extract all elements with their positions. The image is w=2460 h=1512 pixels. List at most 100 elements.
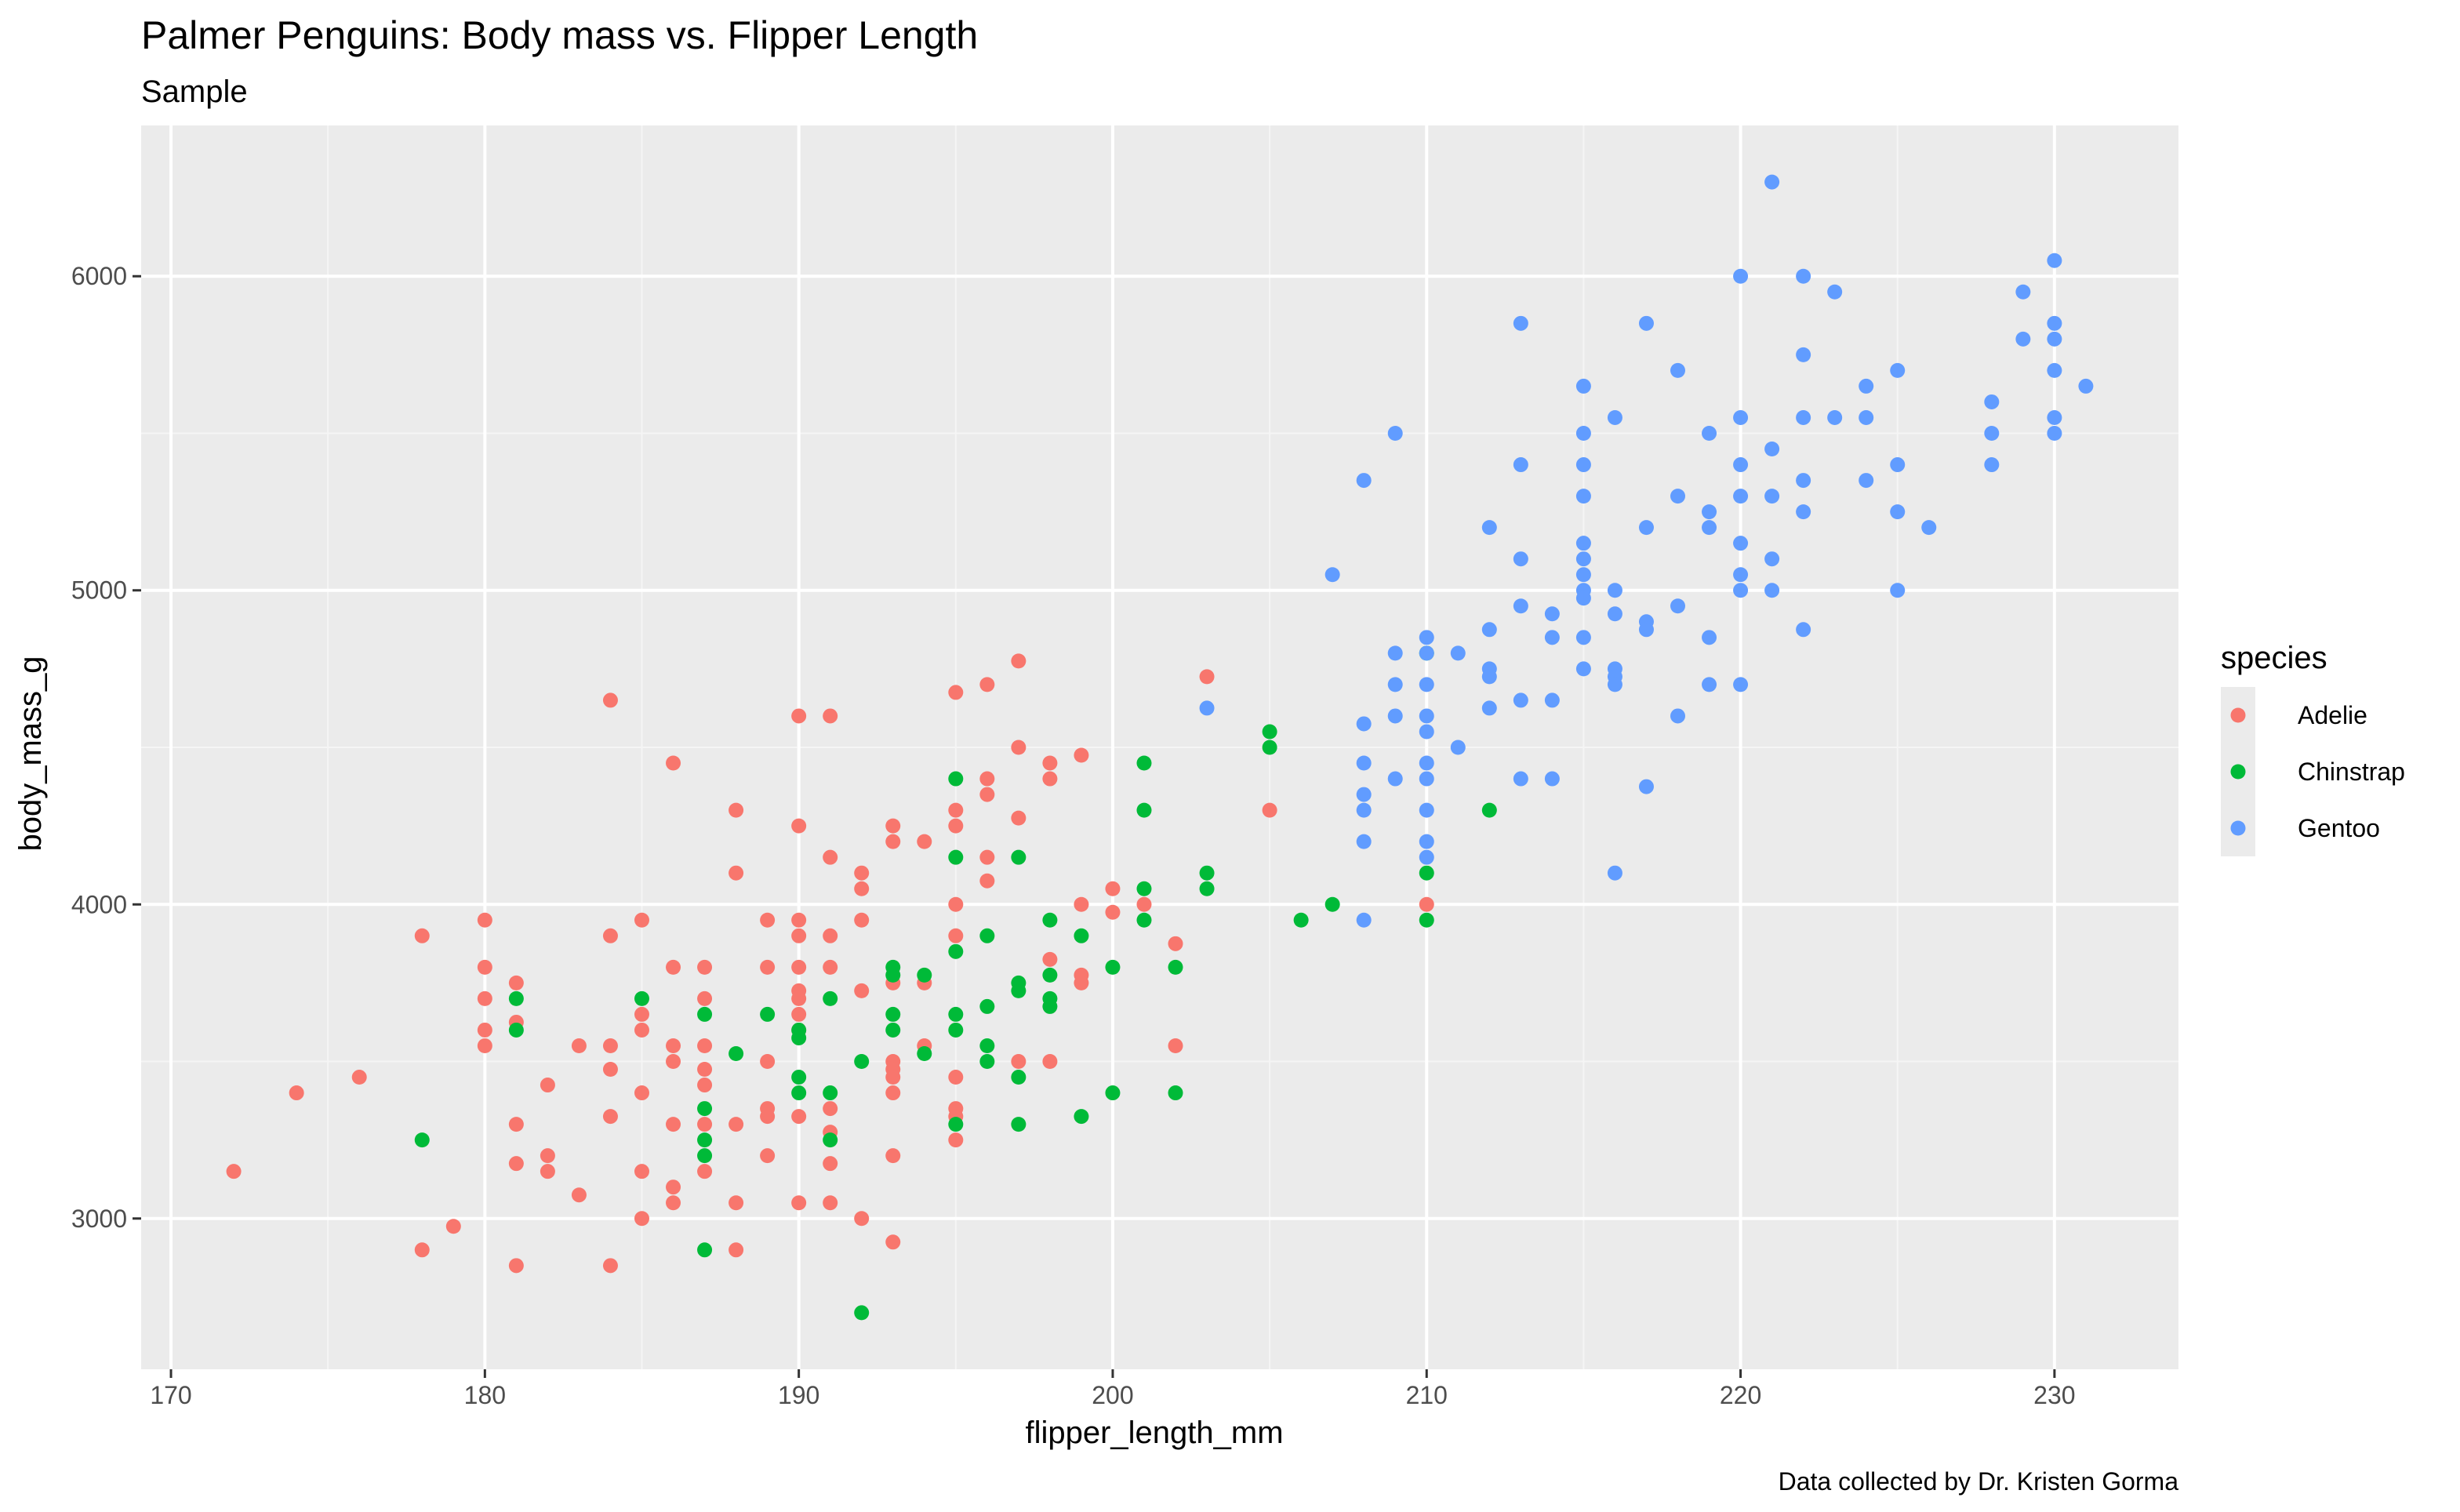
data-point-chinstrap (1136, 912, 1152, 928)
data-point-adelie (979, 849, 995, 865)
data-points (226, 174, 2094, 1321)
data-point-adelie (666, 1179, 681, 1195)
legend-label-gentoo: Gentoo (2298, 814, 2380, 842)
data-point-gentoo (1199, 700, 1215, 716)
data-point-gentoo (1733, 489, 1749, 504)
data-point-gentoo (1419, 755, 1434, 771)
data-point-adelie (697, 1117, 713, 1132)
data-point-gentoo (1670, 489, 1686, 504)
data-point-gentoo (1450, 740, 1466, 755)
data-point-adelie (602, 1258, 618, 1274)
data-point-adelie (634, 1022, 649, 1038)
data-point-adelie (823, 708, 838, 724)
legend-label-adelie: Adelie (2298, 701, 2367, 729)
data-point-gentoo (1419, 724, 1434, 740)
data-point-adelie (1011, 810, 1027, 826)
data-point-gentoo (1575, 567, 1591, 583)
data-point-gentoo (1702, 425, 1717, 441)
y-tick-label: 5000 (71, 576, 127, 605)
y-axis-ticks: 3000 4000 5000 6000 (71, 262, 141, 1233)
data-point-chinstrap (979, 1054, 995, 1070)
data-point-chinstrap (1419, 912, 1434, 928)
data-point-adelie (226, 1164, 242, 1179)
data-point-adelie (729, 865, 744, 881)
data-point-gentoo (1575, 536, 1591, 551)
data-point-gentoo (1356, 716, 1372, 732)
data-point-chinstrap (885, 1006, 901, 1022)
data-point-adelie (697, 1062, 713, 1078)
data-point-chinstrap (1011, 849, 1027, 865)
data-point-gentoo (1764, 583, 1780, 598)
data-point-chinstrap (1042, 912, 1058, 928)
data-point-chinstrap (697, 1148, 713, 1164)
data-point-adelie (508, 1258, 524, 1274)
data-point-adelie (948, 1070, 964, 1085)
data-point-gentoo (2047, 409, 2062, 425)
data-point-adelie (445, 1219, 461, 1234)
data-point-adelie (948, 802, 964, 818)
data-point-chinstrap (791, 1070, 807, 1085)
data-point-gentoo (1670, 362, 1686, 378)
data-point-gentoo (1544, 630, 1560, 645)
data-point-adelie (634, 1006, 649, 1022)
data-point-adelie (823, 1195, 838, 1211)
data-point-adelie (979, 677, 995, 692)
data-point-gentoo (1796, 473, 1811, 489)
data-point-gentoo (1733, 677, 1749, 692)
data-point-adelie (1136, 896, 1152, 912)
data-point-gentoo (1733, 268, 1749, 284)
data-point-chinstrap (948, 1117, 964, 1132)
data-point-adelie (571, 1187, 587, 1203)
data-point-adelie (791, 959, 807, 975)
data-point-adelie (602, 1038, 618, 1053)
data-point-gentoo (2047, 315, 2062, 331)
data-point-gentoo (1890, 583, 1906, 598)
data-point-gentoo (1921, 520, 1937, 536)
data-point-gentoo (1356, 912, 1372, 928)
data-point-gentoo (2047, 331, 2062, 347)
data-point-adelie (540, 1148, 555, 1164)
data-point-adelie (540, 1078, 555, 1093)
data-point-gentoo (1764, 442, 1780, 457)
data-point-adelie (508, 1117, 524, 1132)
data-point-gentoo (2047, 253, 2062, 268)
data-point-gentoo (1575, 425, 1591, 441)
data-point-gentoo (1513, 692, 1528, 708)
data-point-gentoo (1481, 622, 1497, 638)
data-point-gentoo (1450, 645, 1466, 661)
data-point-adelie (634, 1085, 649, 1101)
x-axis-title: flipper_length_mm (1025, 1416, 1283, 1450)
data-point-gentoo (1481, 669, 1497, 685)
data-point-chinstrap (791, 1085, 807, 1101)
data-point-gentoo (1419, 645, 1434, 661)
x-tick-label: 190 (778, 1381, 819, 1409)
data-point-adelie (729, 1195, 744, 1211)
data-point-chinstrap (697, 1132, 713, 1148)
data-point-adelie (979, 771, 995, 787)
data-point-adelie (289, 1085, 304, 1101)
data-point-gentoo (1733, 567, 1749, 583)
data-point-gentoo (2047, 362, 2062, 378)
data-point-adelie (666, 959, 681, 975)
data-point-gentoo (1638, 779, 1654, 794)
chart-subtitle: Sample (141, 75, 248, 109)
data-point-gentoo (1607, 583, 1622, 598)
data-point-chinstrap (1262, 724, 1277, 740)
data-point-gentoo (1481, 520, 1497, 536)
data-point-chinstrap (948, 1006, 964, 1022)
data-point-gentoo (2078, 378, 2094, 394)
legend-key-chinstrap (2230, 764, 2246, 780)
data-point-adelie (666, 1054, 681, 1070)
data-point-chinstrap (1324, 896, 1340, 912)
data-point-adelie (791, 912, 807, 928)
major-gridlines (141, 125, 2178, 1369)
data-point-adelie (1042, 951, 1058, 967)
data-point-chinstrap (1042, 967, 1058, 983)
data-point-chinstrap (1168, 1085, 1183, 1101)
data-point-adelie (666, 755, 681, 771)
data-point-adelie (885, 1070, 901, 1085)
data-point-adelie (634, 1211, 649, 1227)
data-point-chinstrap (697, 1006, 713, 1022)
data-point-gentoo (1575, 630, 1591, 645)
data-point-chinstrap (885, 1022, 901, 1038)
